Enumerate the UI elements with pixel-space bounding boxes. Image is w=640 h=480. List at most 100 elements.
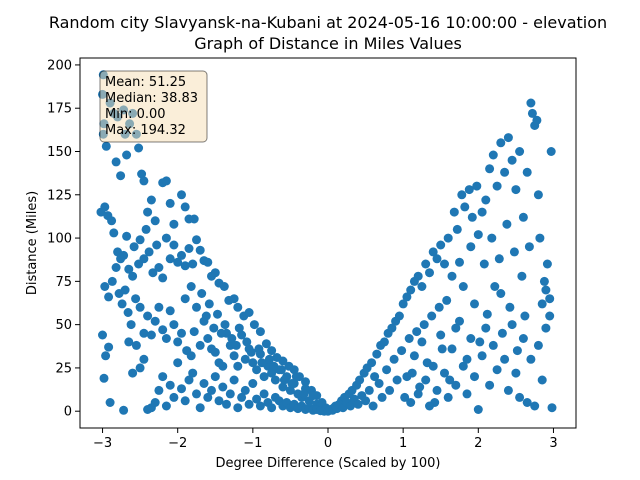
data-point bbox=[425, 268, 434, 278]
data-point bbox=[502, 219, 512, 229]
data-point bbox=[100, 282, 110, 291]
data-point bbox=[169, 219, 179, 229]
data-point bbox=[520, 311, 530, 321]
y-tick-label: 25 bbox=[55, 361, 72, 376]
data-point bbox=[152, 240, 162, 250]
data-point bbox=[229, 375, 239, 385]
data-point bbox=[437, 344, 447, 354]
data-point bbox=[165, 198, 175, 208]
x-tick-label: 3 bbox=[549, 436, 557, 451]
data-point bbox=[111, 263, 121, 272]
data-point bbox=[421, 259, 431, 269]
data-point bbox=[451, 380, 461, 390]
data-point bbox=[169, 392, 179, 402]
data-point bbox=[546, 147, 556, 156]
data-point bbox=[233, 403, 243, 413]
stats-mean: Mean: 51.25 bbox=[105, 75, 186, 90]
data-point bbox=[219, 282, 229, 291]
data-point bbox=[119, 250, 129, 260]
data-point bbox=[428, 361, 438, 371]
data-point bbox=[485, 164, 495, 174]
data-point bbox=[134, 143, 144, 153]
data-point bbox=[242, 337, 252, 347]
data-point bbox=[421, 375, 431, 385]
data-point bbox=[154, 385, 164, 395]
data-point bbox=[488, 340, 498, 350]
data-point bbox=[372, 349, 382, 359]
data-point bbox=[98, 330, 107, 340]
data-point bbox=[252, 365, 262, 375]
data-point bbox=[462, 389, 472, 399]
data-point bbox=[246, 347, 256, 357]
data-point bbox=[346, 401, 355, 411]
data-point bbox=[507, 155, 517, 165]
data-point bbox=[264, 354, 274, 364]
data-point bbox=[485, 380, 495, 390]
data-point bbox=[104, 342, 114, 352]
data-point bbox=[392, 375, 402, 385]
data-point bbox=[308, 391, 318, 401]
data-point bbox=[455, 316, 464, 326]
data-point bbox=[500, 354, 510, 364]
data-point bbox=[158, 325, 168, 335]
data-point bbox=[533, 190, 543, 200]
data-point bbox=[442, 295, 452, 305]
data-point bbox=[165, 254, 175, 264]
data-point bbox=[148, 268, 158, 278]
data-point bbox=[180, 396, 190, 406]
data-point bbox=[539, 276, 549, 286]
data-point bbox=[135, 363, 145, 373]
data-point bbox=[144, 247, 154, 257]
data-point bbox=[477, 207, 487, 217]
data-point bbox=[177, 384, 186, 394]
chart-subtitle: Graph of Distance in Miles Values bbox=[194, 34, 462, 53]
data-point bbox=[482, 309, 492, 319]
data-point bbox=[158, 273, 168, 283]
data-point bbox=[518, 212, 528, 222]
data-point bbox=[207, 385, 216, 395]
data-point bbox=[447, 271, 457, 281]
data-point bbox=[445, 375, 455, 385]
data-point bbox=[490, 282, 500, 291]
data-point bbox=[413, 389, 423, 399]
data-point bbox=[387, 323, 397, 333]
data-point bbox=[111, 157, 121, 167]
data-point bbox=[203, 257, 213, 267]
data-point bbox=[109, 228, 119, 238]
data-point bbox=[419, 320, 429, 330]
data-point bbox=[526, 98, 536, 108]
data-point bbox=[192, 302, 201, 312]
data-point bbox=[117, 299, 127, 309]
data-point bbox=[462, 354, 472, 364]
data-point bbox=[99, 373, 109, 383]
data-point bbox=[220, 320, 230, 330]
data-point bbox=[496, 138, 506, 148]
data-point bbox=[270, 375, 280, 385]
data-point bbox=[389, 354, 399, 364]
data-point bbox=[374, 379, 384, 388]
data-point bbox=[177, 190, 186, 200]
data-point bbox=[252, 394, 262, 404]
data-point bbox=[537, 299, 547, 309]
data-point bbox=[279, 375, 289, 385]
data-point bbox=[197, 289, 207, 298]
data-point bbox=[377, 392, 387, 402]
data-point bbox=[409, 351, 419, 361]
x-tick-label: 1 bbox=[399, 436, 407, 451]
y-tick-label: 125 bbox=[47, 188, 72, 203]
data-point bbox=[240, 385, 250, 395]
data-point bbox=[209, 323, 219, 333]
data-point bbox=[370, 372, 380, 382]
data-point bbox=[229, 294, 239, 304]
data-point bbox=[248, 358, 258, 368]
x-axis-label: Degree Difference (Scaled by 100) bbox=[216, 456, 441, 471]
x-tick-label: 2 bbox=[474, 436, 482, 451]
data-point bbox=[195, 340, 205, 350]
data-point bbox=[432, 385, 442, 395]
data-point bbox=[177, 328, 186, 338]
data-point bbox=[398, 299, 408, 309]
data-point bbox=[161, 176, 171, 186]
data-point bbox=[530, 401, 540, 411]
data-point bbox=[240, 354, 250, 364]
data-point bbox=[522, 167, 532, 177]
